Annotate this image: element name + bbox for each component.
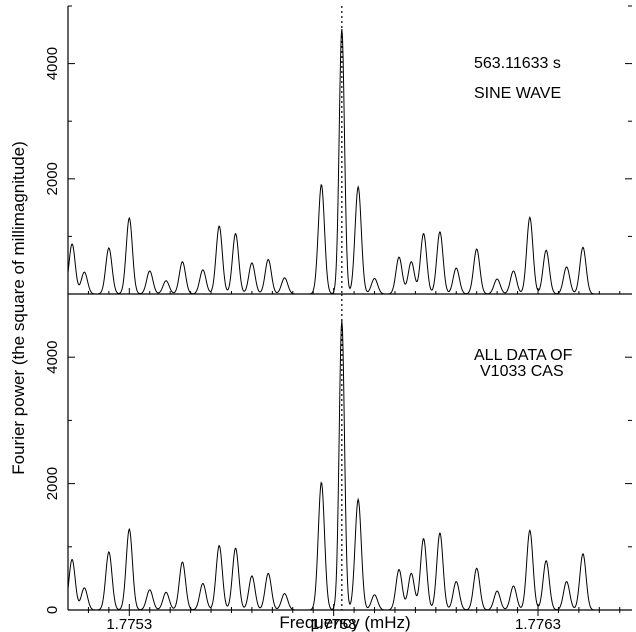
y-tick-label: 2000	[44, 467, 61, 500]
x-tick-label: 1.7763	[515, 616, 561, 632]
bottom-panel-ticks: 0 2000 4000 1.7753 1.7758 1.7763	[44, 293, 632, 632]
bottom-annotation-line2: V1033 CAS	[480, 363, 564, 380]
top-annotation-label: SINE WAVE	[474, 85, 561, 102]
y-tick-label: 2000	[44, 162, 61, 195]
top-panel: 2000 4000 563.11633 s SINE WAVE	[44, 5, 632, 295]
y-tick-label: 4000	[44, 341, 61, 374]
x-tick-label: 1.7758	[311, 616, 357, 632]
y-axis-title: Fourier power (the square of millimagnit…	[9, 141, 28, 475]
top-annotation-period: 563.11633 s	[474, 55, 561, 72]
y-tick-label: 0	[44, 606, 61, 614]
y-tick-label: 4000	[44, 47, 61, 80]
x-tick-label: 1.7753	[106, 616, 152, 632]
bottom-annotation-line1: ALL DATA OF	[474, 347, 573, 364]
x-axis-title: Frequency (mHz)	[279, 613, 410, 632]
